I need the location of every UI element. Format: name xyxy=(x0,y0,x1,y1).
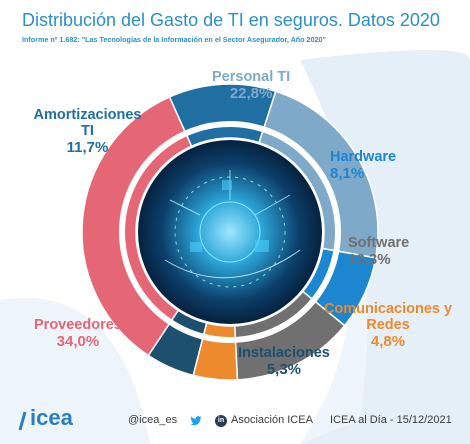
chart-subtitle: Informe nº 1.682: "Las Tecnologías de la… xyxy=(22,35,326,44)
twitter-handle[interactable]: @icea_es xyxy=(128,414,178,426)
donut-separator-ring xyxy=(119,121,341,343)
center-illustration-details xyxy=(164,170,301,288)
label-instalaciones: Instalaciones 5,3% xyxy=(238,345,330,378)
label-hardware: Hardware 8,1% xyxy=(330,149,397,182)
chart-title: Distribución del Gasto de TI en seguros.… xyxy=(22,10,440,30)
footer-source: ICEA al Día - 15/12/2021 xyxy=(330,414,452,426)
center-illustration xyxy=(138,140,322,324)
label-comunicaciones-redes: Comunicaciones y Redes 4,8% xyxy=(323,301,453,350)
icea-logo: ICEA xyxy=(30,405,73,430)
linkedin-icon: in xyxy=(215,415,227,427)
label-proveedores: Proveedores 34,0% xyxy=(34,317,122,350)
slice-proveedores xyxy=(81,95,193,357)
label-personal-ti: Personal TI 22,8% xyxy=(212,69,291,102)
twitter-icon xyxy=(190,416,202,426)
linkedin-name[interactable]: Asociación ICEA xyxy=(231,414,313,426)
icea-logo-mark xyxy=(18,411,27,431)
label-amortizaciones-ti: Amortizaciones TI 11,7% xyxy=(33,107,142,156)
label-software: Software 13,3% xyxy=(348,235,410,268)
